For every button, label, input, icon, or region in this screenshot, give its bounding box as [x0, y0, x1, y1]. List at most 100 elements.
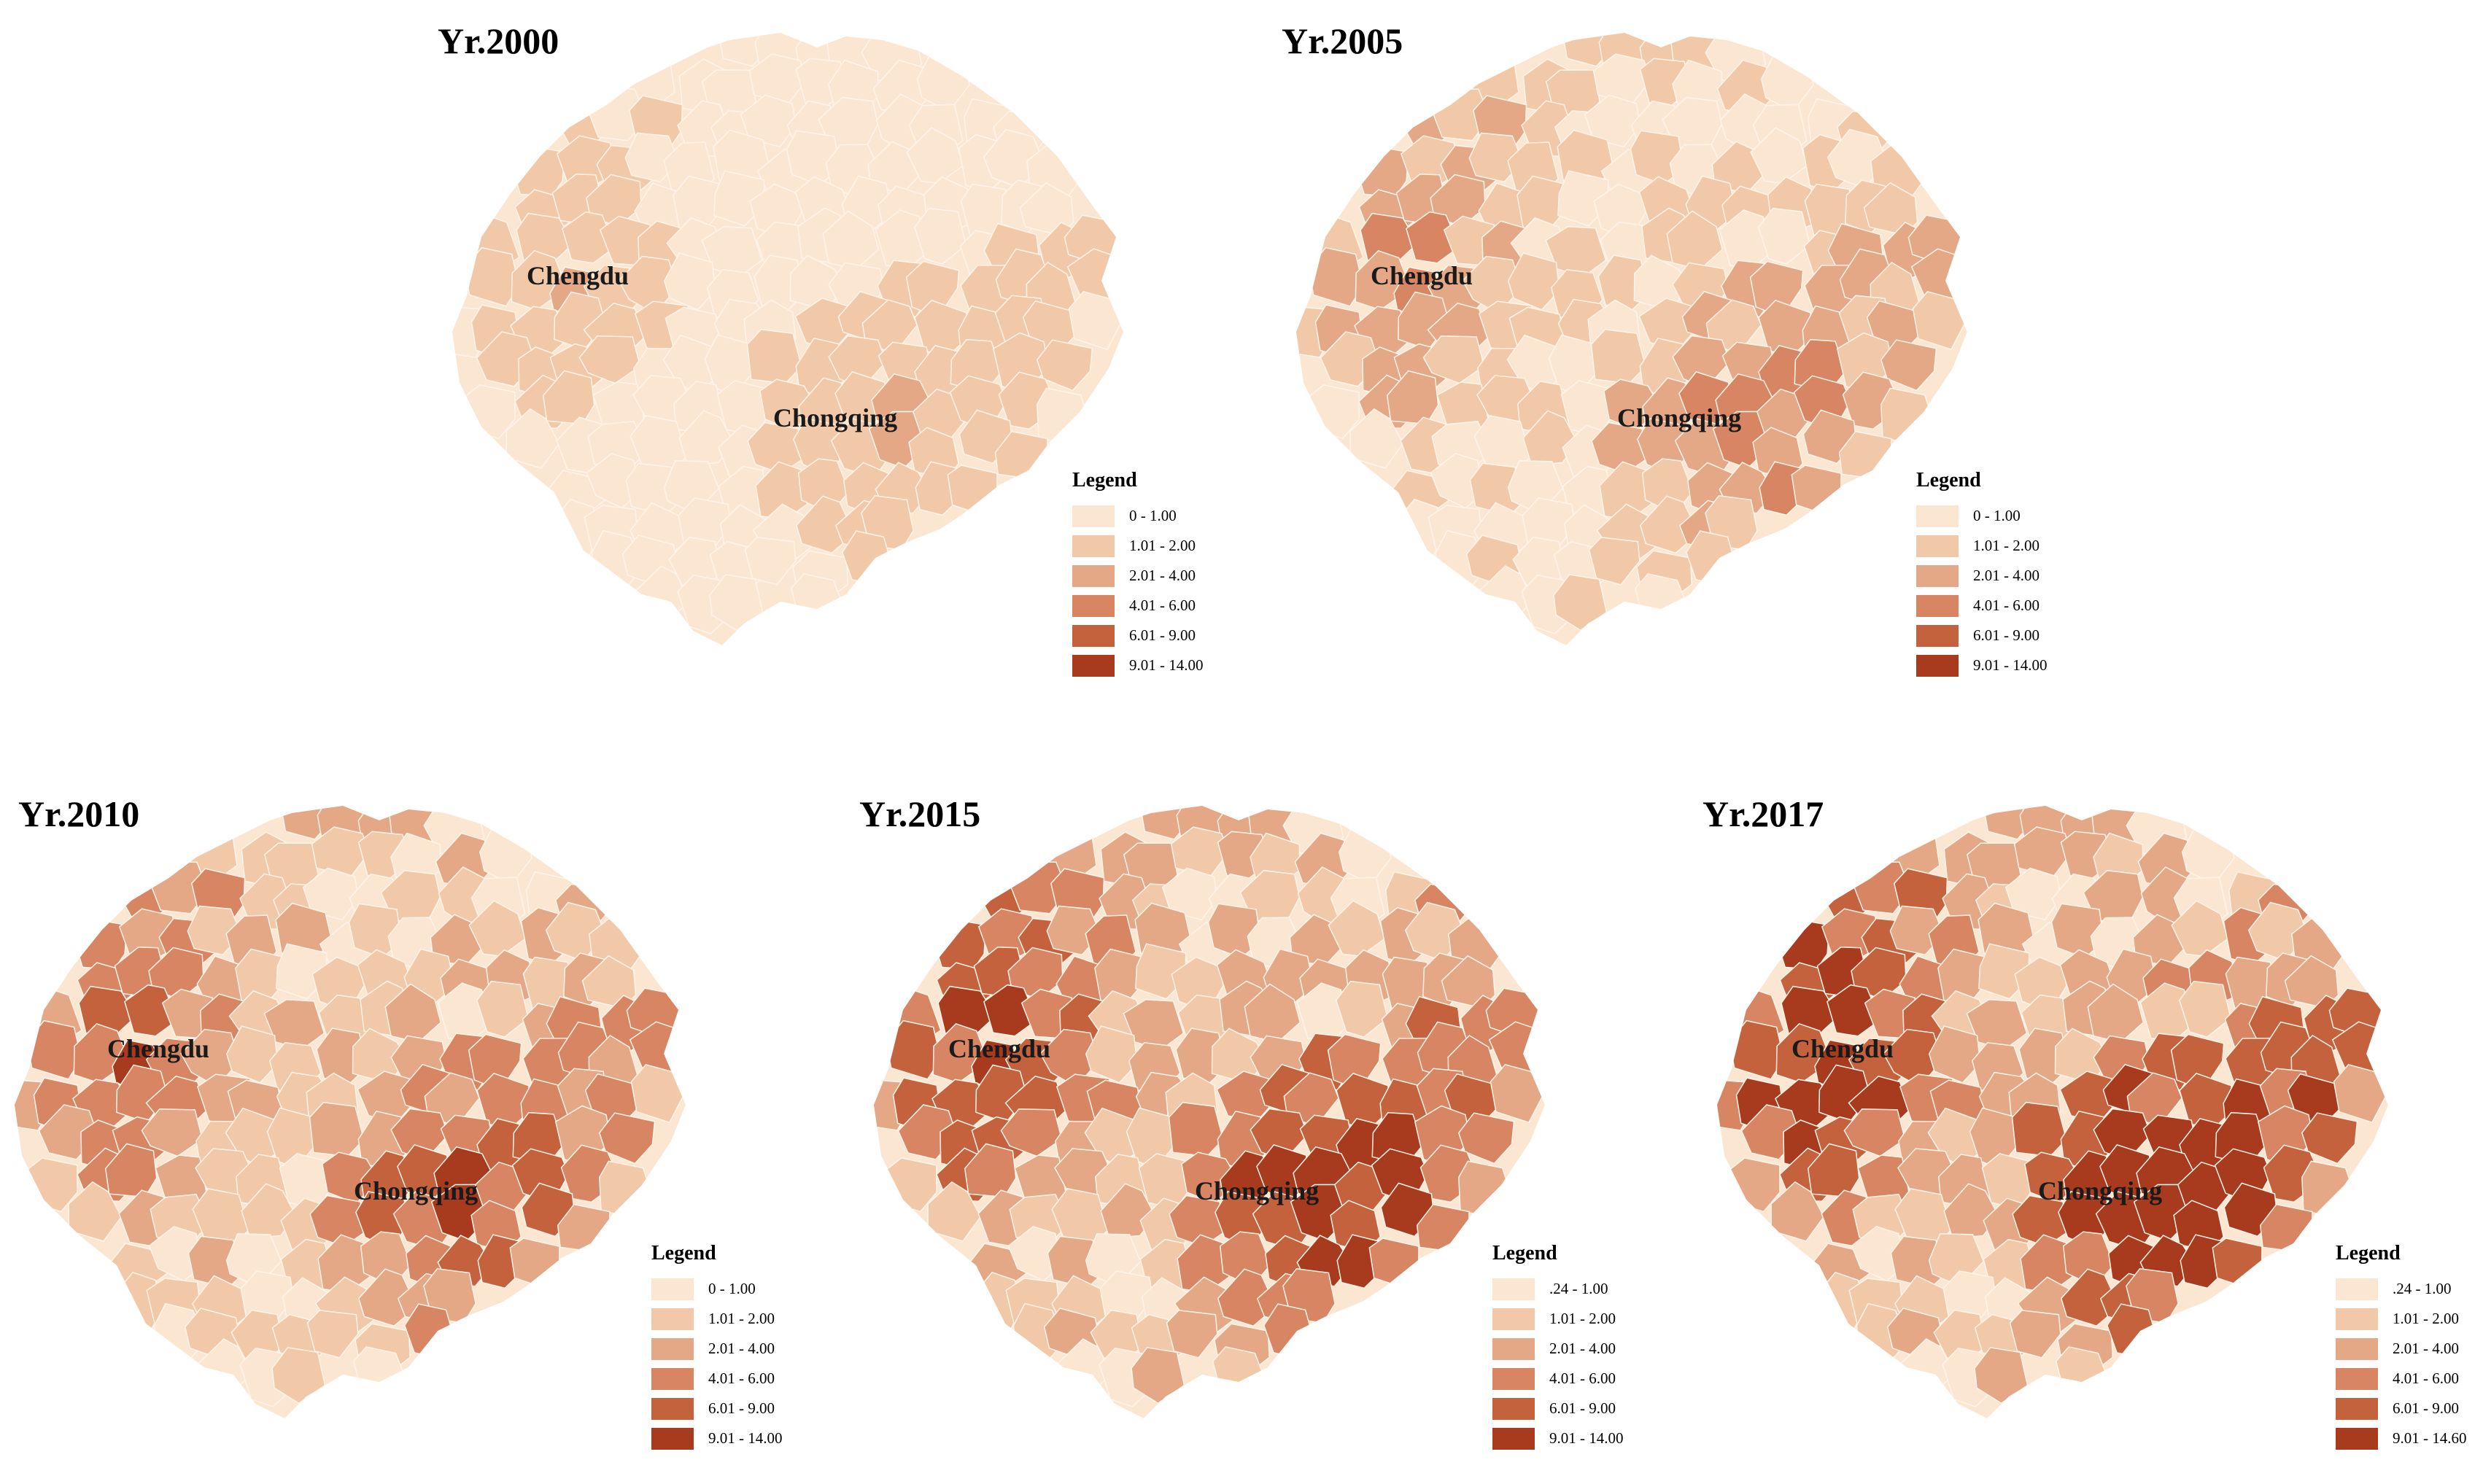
map-region: [746, 328, 802, 384]
map-region: [1557, 170, 1609, 227]
legend-swatch: [1072, 535, 1115, 557]
legend-label: 1.01 - 2.00: [1129, 537, 1196, 554]
legend-title: Legend: [1916, 469, 1981, 492]
legend-label: 2.01 - 4.00: [708, 1340, 775, 1357]
map-region: [562, 211, 616, 264]
legend-item: 9.01 - 14.00: [1072, 650, 1204, 680]
legend: Legend .24 - 1.00 1.01 - 2.00 2.01 - 4.00 4…: [1492, 1243, 1624, 1453]
city-label-chengdu: Chengdu: [107, 1034, 209, 1063]
legend-label: 0 - 1.00: [708, 1280, 756, 1297]
map-title: Yr.2005: [1282, 20, 1403, 61]
map-region: [476, 980, 530, 1038]
legend-label: .24 - 1.00: [1549, 1280, 1608, 1297]
map-panel-2005: Chengdu Chongqing Yr.2005 Legend 0 - 1.0…: [1282, 18, 2120, 711]
legend-title: Legend: [651, 1242, 716, 1264]
legend-item: 6.01 - 9.00: [1916, 621, 2048, 650]
map-region: [744, 537, 797, 586]
map-region: [1355, 144, 1409, 198]
choropleth-map: Chengdu Chongqing: [874, 806, 1545, 1418]
legend-label: 1.01 - 2.00: [1549, 1310, 1616, 1327]
legend-swatch: [2336, 1308, 2378, 1330]
map-region: [1757, 207, 1811, 265]
map-region: [1553, 574, 1608, 632]
legend-swatch: [1072, 564, 1115, 587]
map-region: [1588, 537, 1641, 586]
choropleth-map: Chengdu Chongqing: [1717, 806, 2388, 1418]
map-region: [1161, 867, 1219, 921]
legend-item: 2.01 - 4.00: [1916, 561, 2048, 591]
map-region: [1335, 980, 1389, 1038]
legend-item: 1.01 - 2.00: [651, 1304, 783, 1334]
legend-label: 6.01 - 9.00: [1549, 1399, 1616, 1417]
city-label-chongqing: Chongqing: [2038, 1176, 2162, 1205]
legend: Legend 0 - 1.00 1.01 - 2.00 2.01 - 4.00 4.0…: [1916, 470, 2048, 680]
legend-label: 0 - 1.00: [1973, 507, 2021, 524]
legend-swatch: [1492, 1308, 1535, 1330]
choropleth-map: Chengdu Chongqing: [1296, 33, 1967, 645]
city-label-chongqing: Chongqing: [773, 403, 897, 432]
legend-item: 6.01 - 9.00: [1072, 621, 1204, 650]
legend-label: 4.01 - 6.00: [1549, 1370, 1616, 1387]
map-region: [795, 495, 856, 554]
map-region: [309, 1101, 365, 1157]
legend-item: 0 - 1.00: [1916, 501, 2048, 531]
legend-swatch: [1492, 1337, 1535, 1360]
map-region: [68, 1181, 123, 1242]
legend-label: 4.01 - 6.00: [708, 1370, 775, 1387]
legend-swatch: [2336, 1427, 2378, 1450]
map-region: [225, 1025, 279, 1084]
legend-label: 6.01 - 9.00: [2393, 1399, 2459, 1417]
map-region: [1457, 1112, 1515, 1165]
map-region: [709, 574, 764, 632]
map-region: [187, 905, 242, 956]
legend-label: 1.01 - 2.00: [1973, 537, 2040, 554]
legend-item: 2.01 - 4.00: [1072, 561, 1204, 591]
legend-item: 9.01 - 14.00: [651, 1423, 783, 1453]
map-region: [713, 170, 765, 227]
map-region: [1085, 1025, 1138, 1084]
map-region: [932, 917, 987, 971]
map-region: [1507, 252, 1560, 311]
city-label-chengdu: Chengdu: [527, 261, 629, 290]
legend-item: 6.01 - 9.00: [651, 1394, 783, 1423]
map-region: [1135, 943, 1187, 1000]
legend-swatch: [1916, 624, 1959, 647]
legend-swatch: [1492, 1367, 1535, 1390]
map-region: [2009, 1310, 2061, 1359]
map-region: [1928, 1025, 1981, 1084]
legend: Legend 0 - 1.00 1.01 - 2.00 2.01 - 4.00 4.0…: [1072, 470, 1204, 680]
legend-swatch: [1916, 535, 1959, 557]
map-region: [271, 1347, 326, 1405]
city-label-chongqing: Chongqing: [1195, 1176, 1319, 1205]
choropleth-map: Chengdu Chongqing: [15, 806, 686, 1418]
map-region: [1046, 905, 1101, 956]
legend-swatch: [651, 1367, 694, 1390]
map-region: [983, 984, 1038, 1037]
legend-title: Legend: [1492, 1242, 1557, 1264]
map-region: [2178, 980, 2232, 1038]
legend-item: 9.01 - 14.00: [1492, 1423, 1624, 1453]
map-region: [1036, 339, 1093, 392]
legend-label: 9.01 - 14.00: [1549, 1429, 1624, 1447]
map-region: [357, 1268, 418, 1327]
legend-swatch: [651, 1397, 694, 1420]
map-region: [1827, 984, 1881, 1037]
legend-swatch: [1072, 624, 1115, 647]
map-region: [1639, 495, 1700, 554]
map-region: [740, 94, 797, 148]
legend-swatch: [1492, 1278, 1535, 1300]
legend-label: 2.01 - 4.00: [2393, 1340, 2459, 1357]
legend-swatch: [651, 1278, 694, 1300]
legend-item: 9.01 - 14.60: [2336, 1423, 2467, 1453]
legend-swatch: [1916, 505, 1959, 527]
legend-label: 9.01 - 14.60: [2393, 1429, 2467, 1447]
legend-item: 0 - 1.00: [1072, 501, 1204, 531]
legend-item: 4.01 - 6.00: [651, 1364, 783, 1394]
legend-item: 1.01 - 2.00: [1072, 531, 1204, 561]
legend: Legend 0 - 1.00 1.01 - 2.00 2.01 - 4.00 4.0…: [651, 1243, 783, 1453]
legend-swatch: [1492, 1397, 1535, 1420]
map-region: [927, 1181, 982, 1242]
legend-item: 6.01 - 9.00: [1492, 1394, 1624, 1423]
map-region: [1590, 328, 1646, 384]
legend-label: 2.01 - 4.00: [1973, 567, 2040, 584]
